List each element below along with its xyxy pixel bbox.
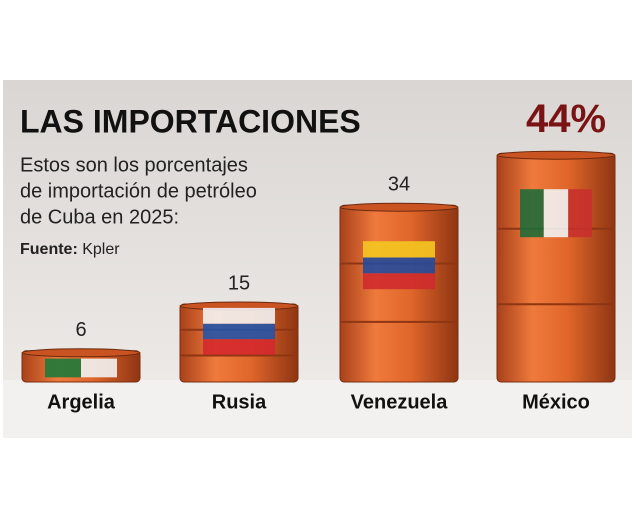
flag-stripe (203, 307, 275, 324)
flag-stripe (543, 189, 569, 238)
x-tick-label: Rusia (212, 391, 267, 413)
flag-stripe (363, 273, 435, 290)
barrel-lid (21, 348, 141, 358)
barrel (339, 204, 459, 383)
value-label: 34 (388, 173, 410, 195)
subtitle: Estos son los porcentajes (20, 154, 248, 176)
flag-stripe (81, 358, 117, 378)
value-label: 15 (228, 272, 250, 294)
barrel (496, 152, 616, 383)
subtitle: de Cuba en 2025: (20, 206, 179, 228)
value-label: 44% (526, 97, 606, 141)
chart-title: LAS IMPORTACIONES (20, 103, 361, 139)
source-label: Fuente: (20, 241, 78, 258)
flag-stripe (363, 257, 435, 274)
source: Fuente: Kpler (20, 241, 120, 258)
flag-stripe (203, 339, 275, 355)
flag-stripe (45, 358, 81, 378)
subtitle: de importación de petróleo (20, 180, 257, 202)
value-label: 6 (75, 319, 86, 341)
x-tick-label: Argelia (47, 391, 116, 413)
x-tick-label: México (522, 391, 590, 413)
flag-stripe (520, 189, 544, 238)
source-name: Kpler (82, 241, 120, 258)
floor (3, 380, 632, 438)
flag-stripe (568, 189, 592, 238)
x-tick-label: Venezuela (351, 391, 449, 413)
barrel-lid (496, 150, 616, 160)
flag-stripe (363, 241, 435, 258)
flag-stripe (203, 323, 275, 340)
barrel-lid (339, 202, 459, 212)
